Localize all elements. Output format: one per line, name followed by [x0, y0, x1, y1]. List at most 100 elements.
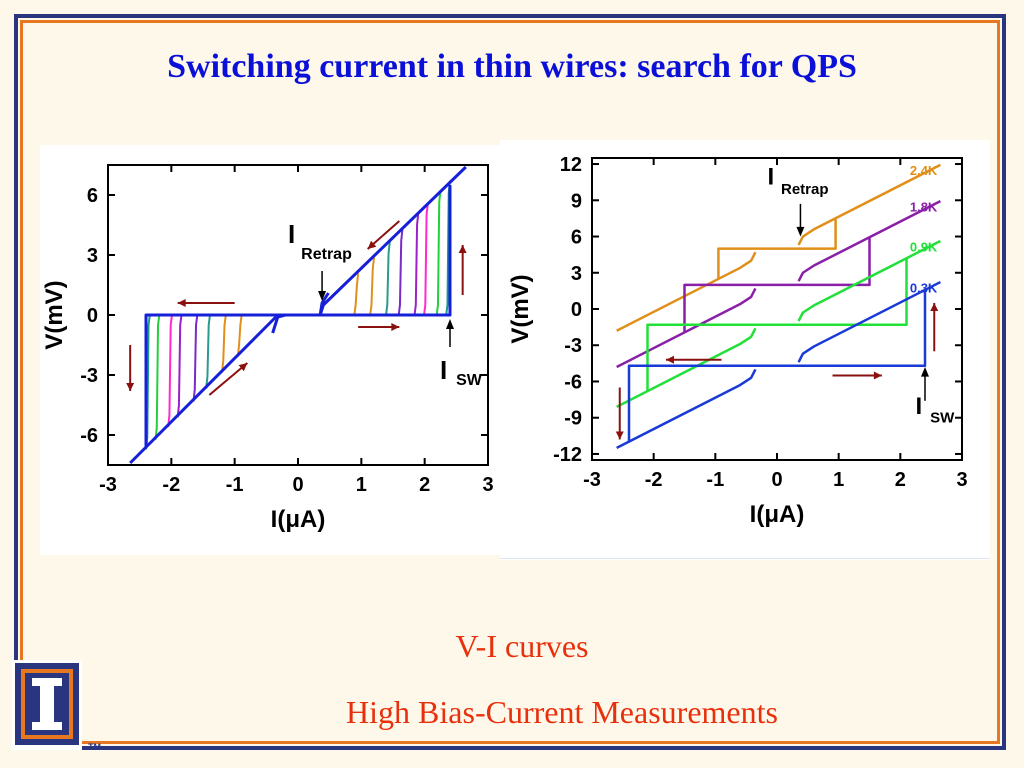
- series-label: 2.4K: [910, 163, 938, 178]
- vi-curve-pos-5: [385, 241, 391, 316]
- slide-frame-outer: [14, 14, 1006, 750]
- slide-title: Switching current in thin wires: search …: [167, 48, 857, 85]
- y-tick-label: 3: [571, 263, 582, 285]
- vi-curve-neg-7: [236, 314, 243, 357]
- x-tick-label: -1: [706, 469, 724, 491]
- x-tick-label: 2: [419, 474, 430, 496]
- chart-panel-right: -3 -2 -1 0 1 2 3 12 9 6 3 0 -3 -6 -9 -12 I(μA) V(mV) 2.4K 1…: [500, 140, 990, 560]
- arrow-up-right: [930, 302, 939, 352]
- trademark-mark: TM: [88, 742, 101, 752]
- series-upper-branch: [797, 239, 941, 322]
- x-tick-label: 1: [833, 469, 844, 491]
- vi-curve-main-3: [318, 292, 330, 316]
- series-lower-branch: [616, 251, 757, 332]
- x-tick-label: 3: [482, 474, 493, 496]
- vi-curve-main-1: [144, 185, 452, 447]
- vi-curve-pos-3: [413, 212, 420, 316]
- x-tick-label: 3: [956, 469, 967, 491]
- vi-curve-neg-6: [221, 314, 227, 373]
- x-tick-label: -1: [226, 474, 244, 496]
- y-tick-label: -6: [80, 425, 98, 447]
- vi-curve-neg-3: [176, 314, 183, 418]
- x-tick-label: -3: [99, 474, 117, 496]
- x-tick-label: 1: [356, 474, 367, 496]
- switch-sub-label: SW: [456, 372, 483, 389]
- slide-frame-inner: [20, 20, 1000, 744]
- series-upper-branch: [797, 200, 941, 282]
- vi-curve-pos-6: [369, 257, 375, 316]
- vi-curve-neg-4: [192, 314, 199, 402]
- arrow-right-bottom: [832, 371, 882, 380]
- switch-label: I: [440, 355, 447, 385]
- arrow-left-mid: [666, 355, 722, 364]
- x-axis-label: I(μA): [271, 506, 326, 533]
- arrow-diag-lower: [208, 362, 248, 396]
- y-tick-label: -12: [553, 444, 582, 466]
- x-tick-label: -2: [162, 474, 180, 496]
- x-tick-label: 0: [771, 469, 782, 491]
- y-tick-label: 6: [571, 227, 582, 249]
- series-switch-loop: [717, 218, 837, 279]
- y-tick-label: 0: [571, 299, 582, 321]
- y-tick-label: 9: [571, 190, 582, 212]
- x-tick-label: -3: [583, 469, 601, 491]
- x-tick-label: 0: [292, 474, 303, 496]
- series-label: 0.3K: [910, 280, 938, 295]
- series-lower-branch: [616, 327, 757, 408]
- retrap-label: I: [288, 219, 295, 249]
- vi-curve-neg-5: [205, 314, 211, 389]
- y-tick-label: 12: [560, 154, 582, 176]
- retrap-pointer-head: [318, 291, 327, 301]
- vi-curve-pos-2: [423, 202, 429, 316]
- vi-curve-main-2: [271, 313, 286, 334]
- vi-chart-left: -3 -2 -1 0 1 2 3 6 3 0 -3 -6 I(μA) V(mV) I Retrap I SW: [41, 164, 494, 533]
- arrow-down-left: [615, 387, 624, 440]
- y-axis-label: V(mV): [41, 280, 68, 349]
- arrow-diag-upper: [367, 220, 400, 250]
- switch-label: I: [915, 393, 922, 420]
- vi-curve-neg-2: [167, 314, 173, 428]
- y-axis-label: V(mV): [507, 274, 534, 343]
- arrow-down-left: [126, 345, 135, 391]
- series-switch-loop: [627, 289, 927, 442]
- y-tick-label: -9: [564, 408, 582, 430]
- y-tick-label: 3: [87, 245, 98, 267]
- y-tick-label: 0: [87, 305, 98, 327]
- vi-chart-right: -3 -2 -1 0 1 2 3129630-3-6-9-12I(μA)V(mV)2.4K1…: [507, 154, 968, 528]
- vi-curve-pos-1: [435, 190, 442, 316]
- vi-curve-pos-4: [397, 228, 404, 316]
- series-2.4K: [616, 163, 941, 332]
- x-tick-label: -2: [645, 469, 663, 491]
- series-label: 1.8K: [910, 199, 938, 214]
- series-label: 0.9K: [910, 239, 938, 254]
- x-axis-label: I(μA): [750, 501, 805, 528]
- series-lower-branch: [616, 368, 757, 450]
- arrow-up-right: [458, 245, 467, 295]
- retrap-sub-label: Retrap: [301, 246, 352, 263]
- series-upper-branch: [797, 163, 941, 246]
- series-lower-branch: [616, 287, 757, 369]
- caption-high-bias: High Bias-Current Measurements: [346, 694, 778, 730]
- series-switch-loop: [683, 237, 871, 333]
- retrap-pointer-head: [796, 226, 805, 237]
- y-tick-label: -3: [80, 365, 98, 387]
- switch-pointer-head: [446, 319, 454, 329]
- switch-sub-label: SW: [930, 410, 955, 427]
- vi-curve-neg-1: [154, 314, 161, 440]
- retrap-sub-label: Retrap: [781, 181, 829, 198]
- arrow-right-bottom: [358, 323, 400, 331]
- series-0.9K: [616, 239, 941, 408]
- illinois-block-i-icon: [15, 663, 79, 745]
- chart-panel-left: -3 -2 -1 0 1 2 3 6 3 0 -3 -6 I(μA) V(mV) I Retrap I SW: [40, 145, 500, 555]
- caption-vi-curves: V-I curves: [455, 628, 589, 664]
- y-tick-label: 6: [87, 185, 98, 207]
- series-switch-loop: [646, 258, 908, 392]
- vi-curve-pos-7: [353, 273, 360, 316]
- arrow-left-top: [177, 299, 235, 307]
- switch-pointer-head: [921, 366, 929, 377]
- retrap-label: I: [767, 164, 774, 191]
- university-logo: [12, 660, 82, 750]
- y-tick-label: -3: [564, 335, 582, 357]
- series-1.8K: [616, 200, 941, 369]
- series-0.3K: [616, 280, 941, 450]
